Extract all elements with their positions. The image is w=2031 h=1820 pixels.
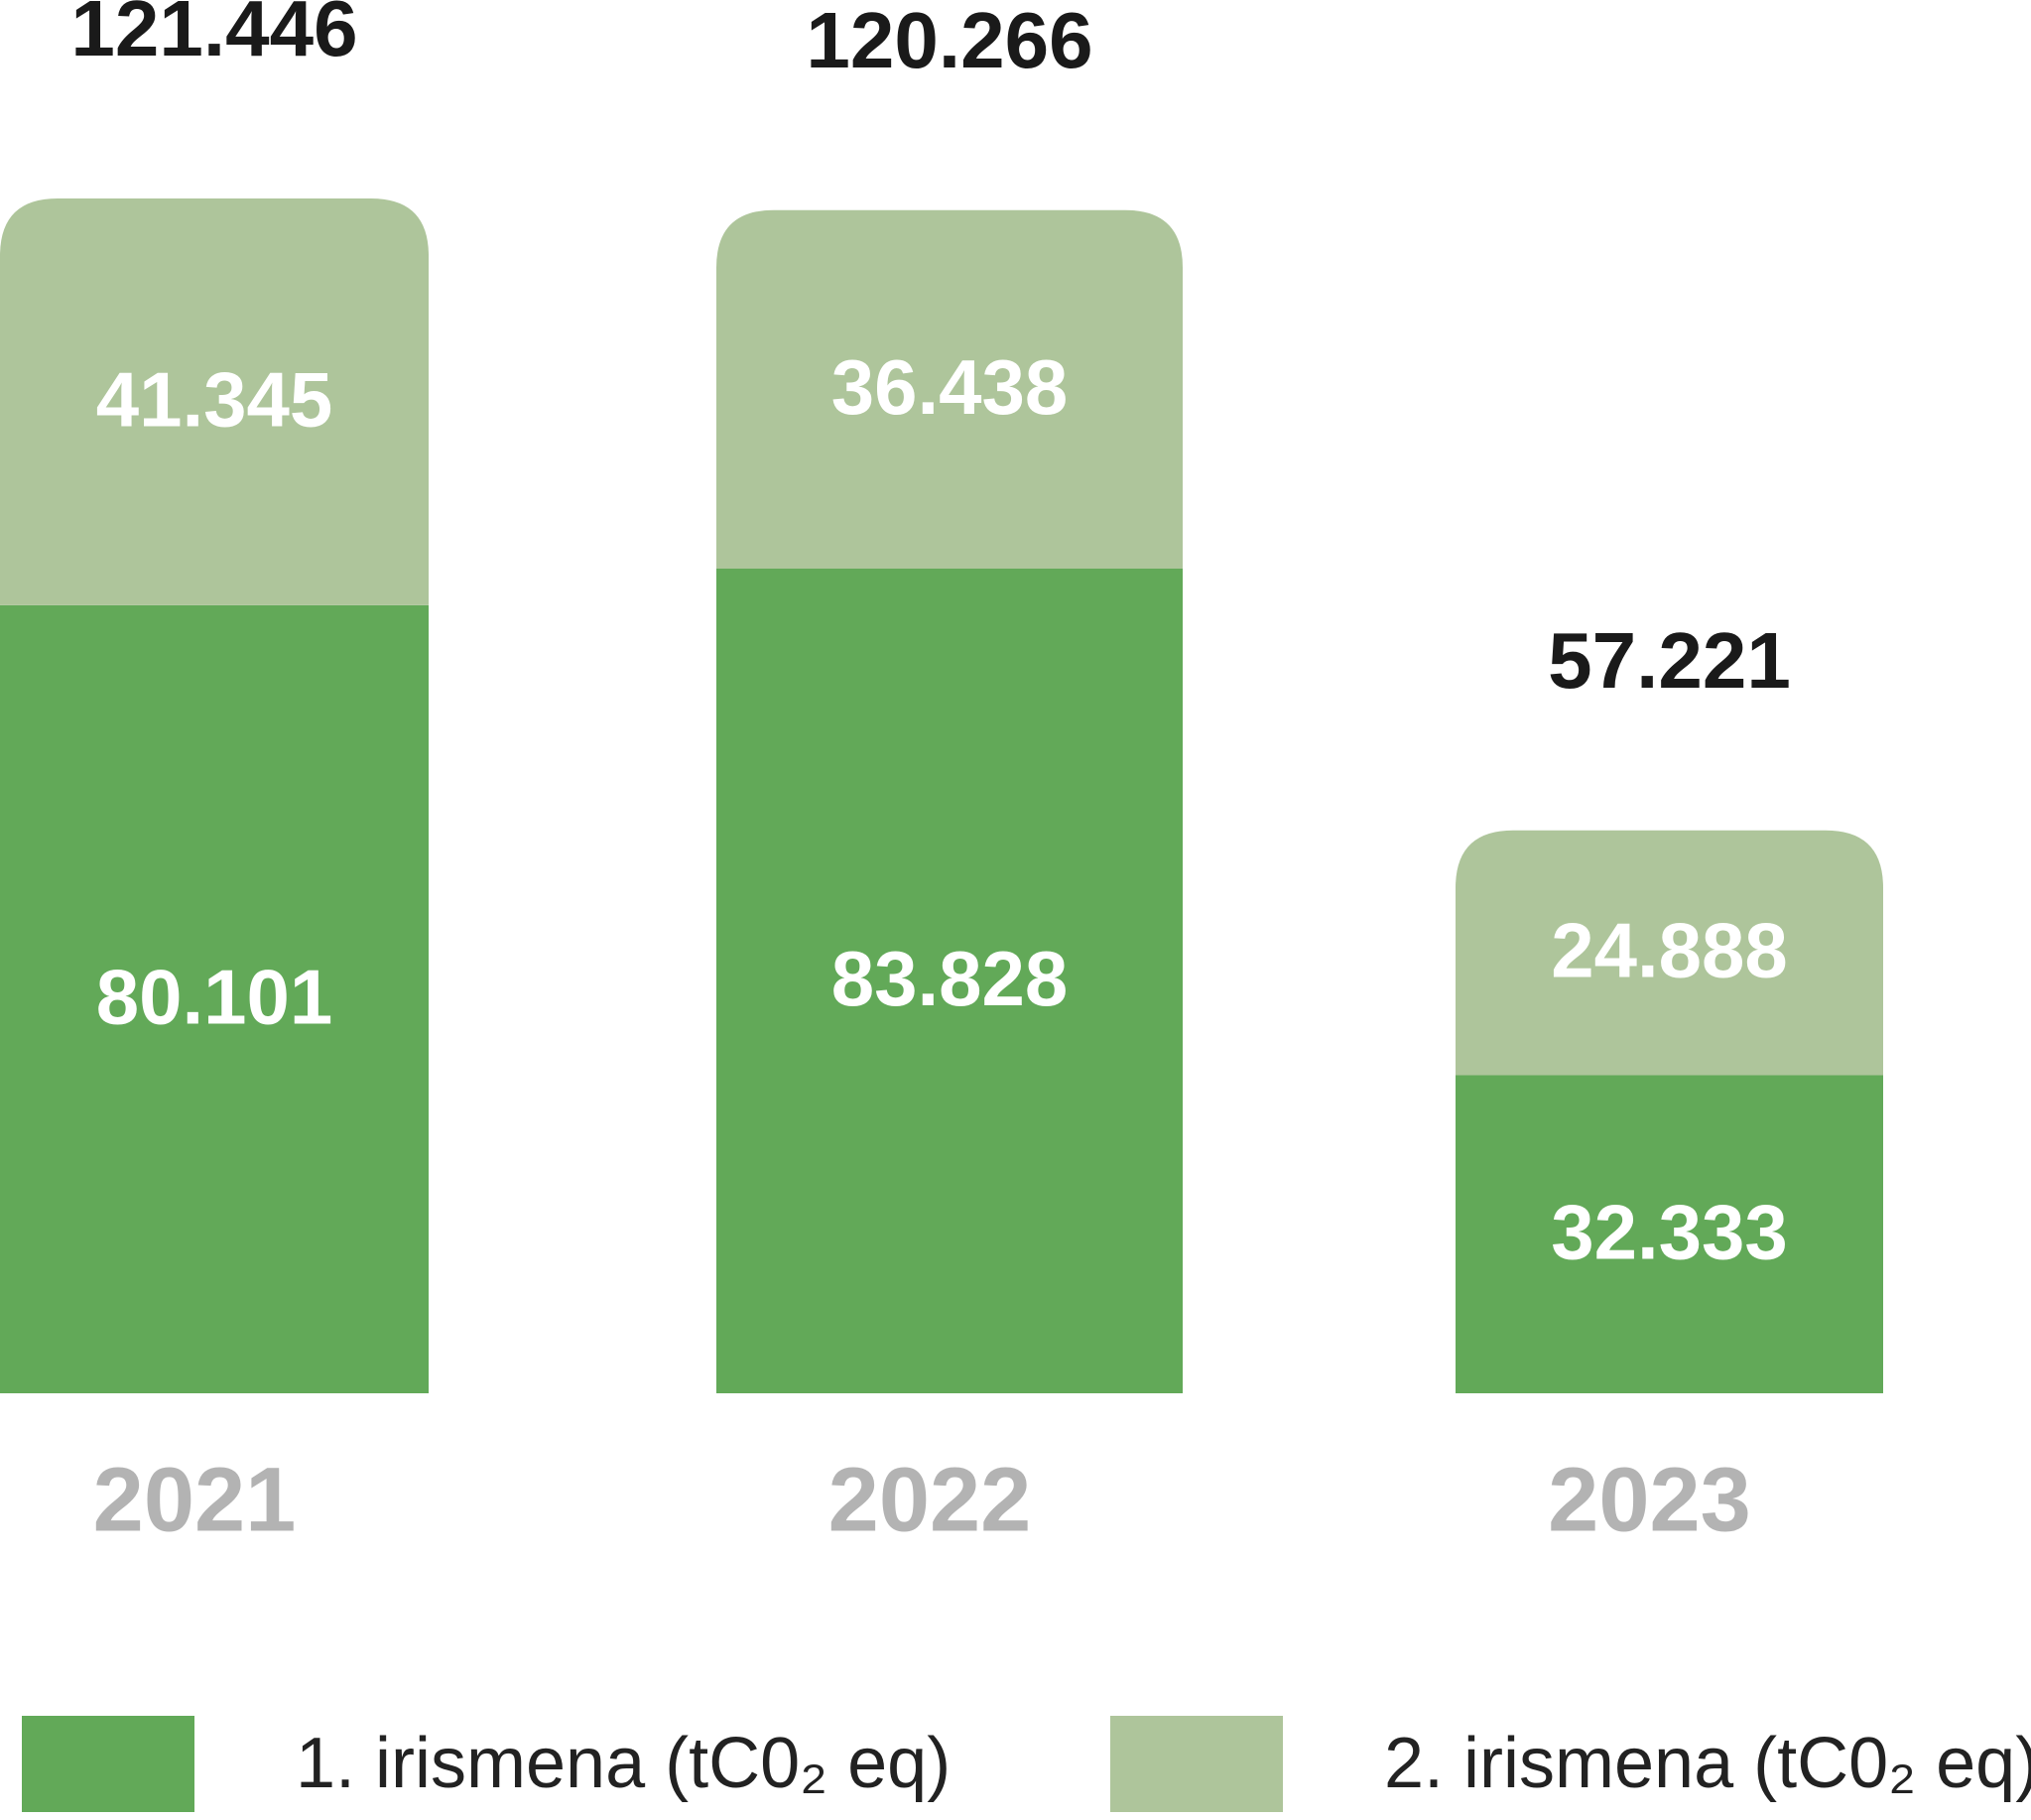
total-label: 120.266 [806,0,1092,84]
value-label: 36.438 [831,343,1069,431]
x-tick-label: 2022 [828,1449,1032,1550]
legend-swatch [1110,1716,1283,1812]
legend-text: 2. irismena (tC0₂ eq) [1384,1724,2031,1803]
value-label: 32.333 [1551,1188,1788,1275]
value-label: 24.888 [1551,907,1788,994]
bar-segment [716,209,1183,569]
value-label: 83.828 [831,935,1069,1022]
x-tick-label: 2023 [1548,1449,1751,1550]
total-label: 121.446 [70,0,357,72]
bar-segment [0,198,429,605]
bar-segment [716,568,1183,1393]
bar-segment [1456,830,1883,1076]
bar-segment [1456,1075,1883,1393]
x-tick-label: 2021 [93,1449,297,1550]
legend-text: 1. irismena (tC0₂ eq) [296,1724,951,1803]
total-label: 57.221 [1548,616,1791,705]
legend-swatch [22,1716,194,1812]
bar-segment [0,604,429,1393]
value-label: 80.101 [96,954,333,1041]
value-label: 41.345 [96,356,333,444]
